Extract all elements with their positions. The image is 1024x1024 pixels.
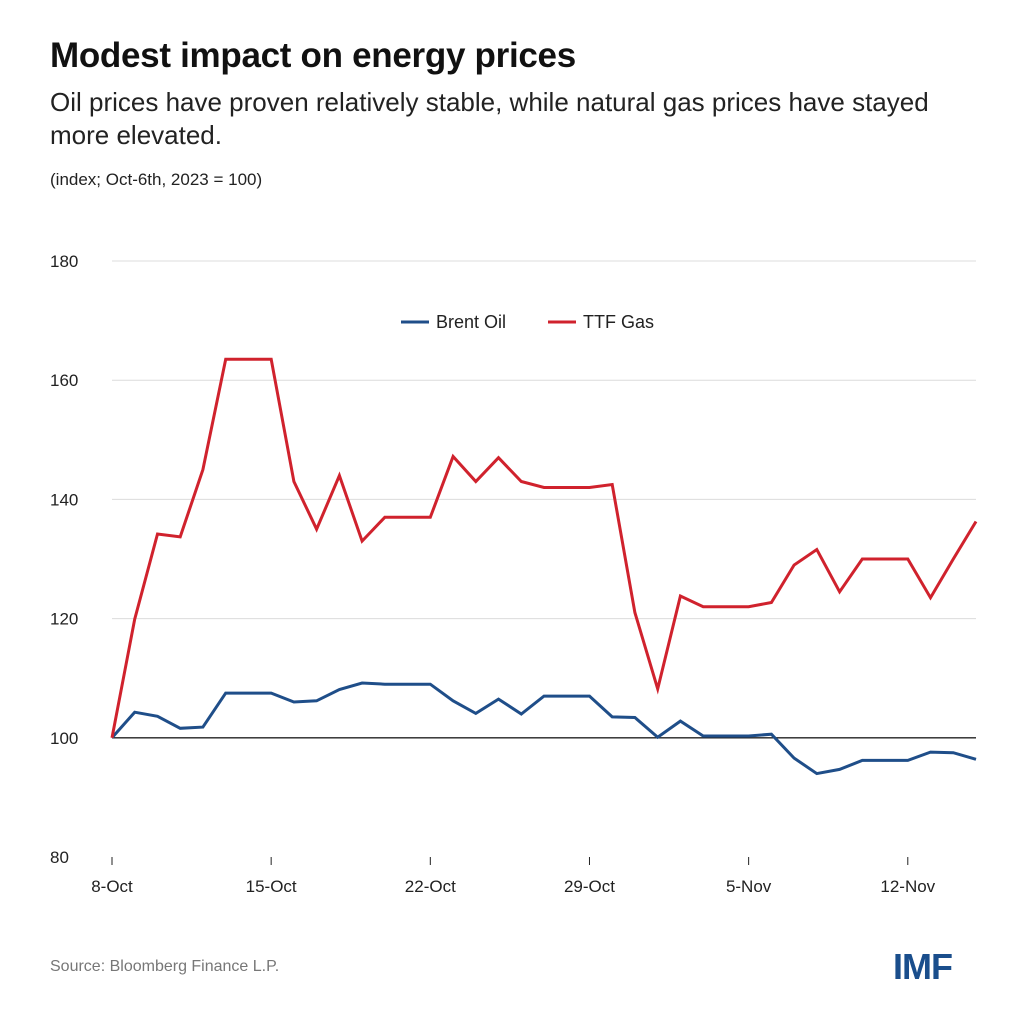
x-tick-label: 15-Oct xyxy=(246,877,297,896)
x-tick-label: 5-Nov xyxy=(726,877,772,896)
y-tick-label: 120 xyxy=(50,610,78,629)
legend-label: Brent Oil xyxy=(436,312,506,332)
y-tick-label: 160 xyxy=(50,371,78,390)
unit-label: (index; Oct-6th, 2023 = 100) xyxy=(50,170,263,189)
series-line-ttf-gas xyxy=(110,357,978,739)
y-tick-label: 140 xyxy=(50,490,78,509)
x-tick-label: 22-Oct xyxy=(405,877,456,896)
x-tick-label: 8-Oct xyxy=(91,877,133,896)
y-tick-label: 180 xyxy=(50,252,78,271)
source-note: Source: Bloomberg Finance L.P. xyxy=(50,958,280,975)
legend-label: TTF Gas xyxy=(583,312,654,332)
series-line-brent-oil xyxy=(110,681,977,776)
chart-subtitle: Oil prices have proven relatively stable… xyxy=(50,87,929,150)
x-tick-label: 12-Nov xyxy=(880,877,935,896)
y-tick-label: 80 xyxy=(50,848,69,867)
y-tick-label: 100 xyxy=(50,729,78,748)
imf-logo: IMF xyxy=(893,946,953,987)
chart-title: Modest impact on energy prices xyxy=(50,36,576,75)
x-tick-label: 29-Oct xyxy=(564,877,615,896)
